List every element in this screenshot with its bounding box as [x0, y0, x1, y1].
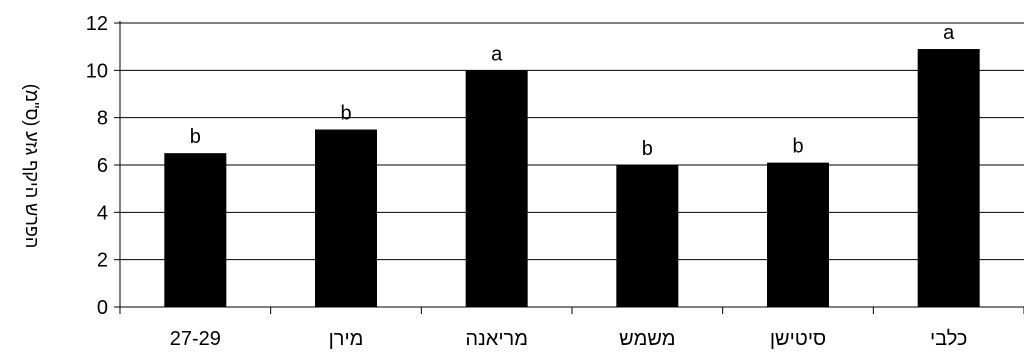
bar-4: [767, 162, 829, 307]
y-tick-label: 8: [97, 108, 108, 130]
y-tick-labels: 0 2 4 6 8 10 12: [86, 13, 120, 319]
x-tick-label: מירן: [329, 328, 364, 350]
x-tick-label: 27-29: [170, 328, 221, 350]
bar-5: [917, 49, 980, 308]
y-axis-title: הפרש היקף גזע (ס"מ): [22, 84, 42, 249]
gridlines: [120, 22, 1024, 261]
x-tick-label: מריאנה: [465, 328, 528, 350]
significance-label: b: [642, 138, 653, 160]
bars: [164, 49, 980, 308]
y-tick-label: 2: [97, 250, 108, 272]
significance-labels: b b a b b a: [190, 22, 955, 160]
y-tick-label: 0: [97, 297, 108, 319]
y-tick-label: 6: [97, 155, 108, 177]
y-tick-label: 10: [86, 60, 108, 82]
x-tick-label: משמש: [619, 328, 675, 350]
significance-label: b: [792, 136, 803, 158]
significance-label: b: [340, 103, 351, 125]
significance-label: b: [190, 126, 201, 148]
bar-2: [465, 70, 528, 307]
axes: [119, 21, 1024, 314]
x-tick-label: סיטישן: [770, 328, 826, 350]
x-tick-label: כלבי: [930, 328, 967, 350]
y-tick-label: 12: [86, 13, 108, 35]
bar-1: [315, 129, 377, 307]
y-tick-label: 4: [97, 202, 108, 224]
significance-label: a: [491, 43, 503, 65]
bar-0: [164, 153, 227, 307]
x-tick-labels: 27-29 מירן מריאנה משמש סיטישן כלבי: [170, 328, 968, 350]
bar-3: [616, 165, 679, 307]
significance-label: a: [943, 22, 955, 44]
